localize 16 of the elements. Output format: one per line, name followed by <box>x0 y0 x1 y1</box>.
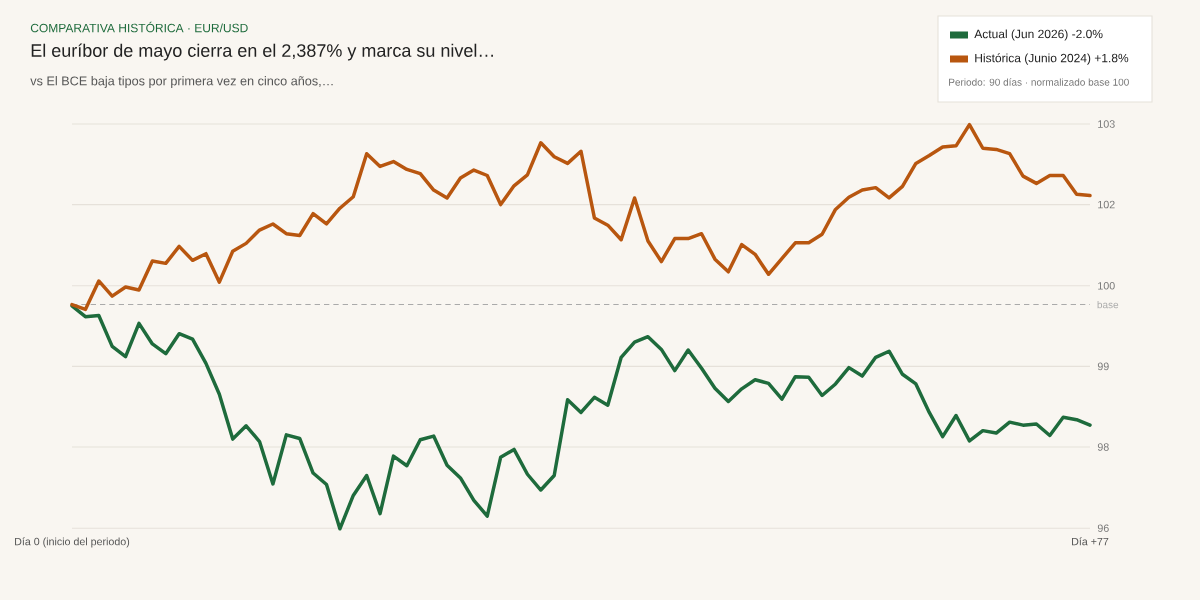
text: COMPARATIVA HISTÓRICA · EUR/USD <box>30 21 248 33</box>
text: Periodo: 90 días · normalizado base 100 <box>949 78 1129 86</box>
y-tick-label: 103 <box>1098 120 1115 128</box>
line-series <box>70 304 1092 531</box>
chart-title: El euríbor de mayo cierra en el 2,387% y marca su nivel… <box>31 43 493 61</box>
legend-label: Actual (Jun 2026) -2.0% <box>974 29 1103 41</box>
y-tick-label: 100 <box>1098 282 1115 290</box>
chart-subtitle: vs El BCE baja tipos por primera vez en cinco años,… <box>30 76 333 88</box>
ref-line-label: base <box>1097 300 1119 309</box>
y-tick-label: 102 <box>1098 200 1115 209</box>
x-tick-label: Día +77 <box>1072 537 1109 546</box>
legend-label: Histórica (Junio 2024) +1.8% <box>975 53 1129 65</box>
y-tick-label: 98 <box>1097 443 1109 451</box>
y-tick-label: 99 <box>1097 362 1109 371</box>
x-tick-label: Día 0 (inicio del periodo) <box>15 537 130 548</box>
y-tick-label: 96 <box>1097 524 1109 532</box>
